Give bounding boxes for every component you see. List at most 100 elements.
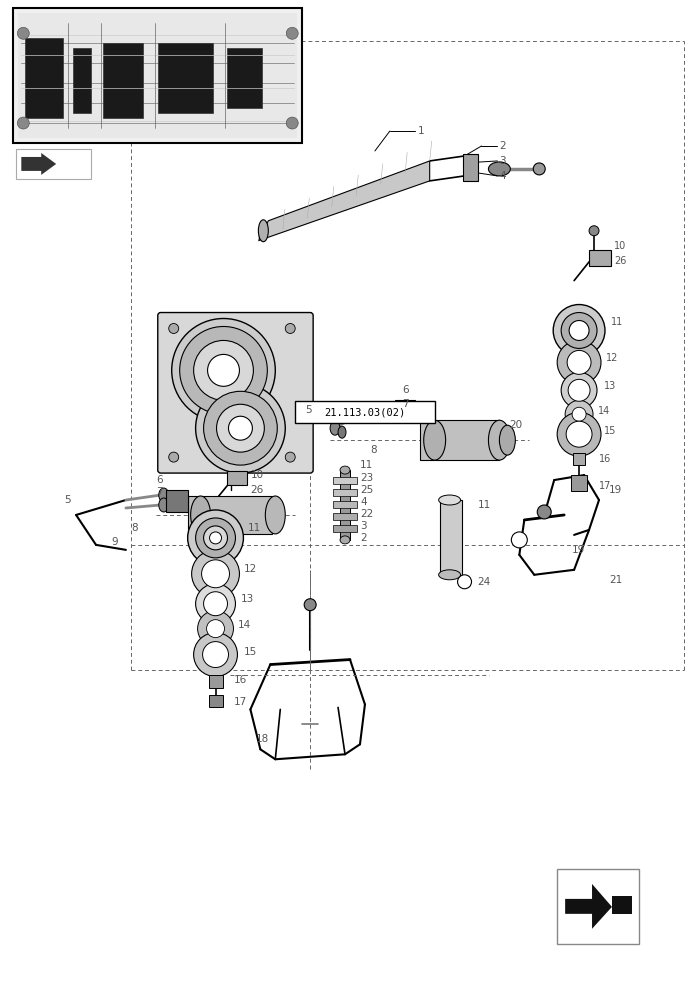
- Text: 5: 5: [64, 495, 71, 505]
- Text: 3: 3: [360, 521, 367, 531]
- Circle shape: [194, 633, 237, 677]
- Text: 10: 10: [251, 470, 263, 480]
- Circle shape: [458, 575, 472, 589]
- Ellipse shape: [340, 536, 350, 544]
- Ellipse shape: [258, 220, 268, 242]
- Ellipse shape: [533, 163, 545, 175]
- Bar: [333, 477, 357, 484]
- Circle shape: [188, 510, 244, 566]
- Text: 21.113.03(02): 21.113.03(02): [324, 407, 405, 417]
- Circle shape: [192, 550, 239, 598]
- Ellipse shape: [338, 426, 346, 438]
- Bar: [333, 489, 357, 496]
- Circle shape: [204, 526, 228, 550]
- Circle shape: [204, 592, 228, 616]
- Ellipse shape: [499, 425, 515, 455]
- Circle shape: [568, 379, 590, 401]
- Text: 24: 24: [477, 577, 491, 587]
- Ellipse shape: [190, 496, 211, 534]
- Bar: [228, 48, 262, 108]
- Ellipse shape: [159, 498, 169, 512]
- Text: 11: 11: [247, 523, 260, 533]
- Circle shape: [561, 313, 597, 348]
- Circle shape: [197, 611, 234, 647]
- Ellipse shape: [439, 570, 461, 580]
- Circle shape: [228, 416, 253, 440]
- Bar: [340, 470, 350, 540]
- Text: 2: 2: [499, 141, 506, 151]
- Circle shape: [304, 599, 316, 611]
- Circle shape: [286, 27, 298, 39]
- Ellipse shape: [424, 420, 446, 460]
- Circle shape: [195, 584, 235, 624]
- Bar: [18, 13, 297, 138]
- Circle shape: [557, 340, 601, 384]
- Circle shape: [286, 323, 295, 333]
- Text: 13: 13: [604, 381, 616, 391]
- Text: 16: 16: [234, 675, 246, 685]
- Text: 13: 13: [240, 594, 253, 604]
- Circle shape: [172, 319, 275, 422]
- Ellipse shape: [489, 162, 510, 176]
- Text: 12: 12: [606, 353, 618, 363]
- Bar: [16, 149, 91, 179]
- Text: 4: 4: [499, 171, 506, 181]
- FancyBboxPatch shape: [158, 313, 313, 473]
- Text: 1: 1: [418, 126, 424, 136]
- Text: 11: 11: [611, 317, 623, 327]
- Text: 14: 14: [598, 406, 610, 416]
- Circle shape: [569, 320, 589, 340]
- Circle shape: [538, 505, 551, 519]
- Circle shape: [208, 354, 239, 386]
- Text: 19: 19: [572, 545, 585, 555]
- Bar: [295, 401, 435, 423]
- Text: 21: 21: [609, 575, 622, 585]
- Text: 17: 17: [599, 481, 611, 491]
- Circle shape: [589, 226, 599, 236]
- Circle shape: [18, 27, 29, 39]
- Bar: [440, 500, 461, 575]
- Bar: [571, 475, 587, 491]
- Text: 20: 20: [510, 420, 522, 430]
- Circle shape: [572, 407, 586, 421]
- Text: 14: 14: [237, 620, 251, 630]
- Polygon shape: [258, 161, 430, 241]
- Circle shape: [194, 340, 253, 400]
- Text: 15: 15: [244, 647, 257, 657]
- Circle shape: [566, 421, 592, 447]
- Text: 6: 6: [156, 475, 162, 485]
- Circle shape: [204, 391, 277, 465]
- Bar: [103, 43, 143, 118]
- Text: 26: 26: [614, 256, 626, 266]
- Circle shape: [567, 350, 591, 374]
- Bar: [557, 869, 639, 944]
- Bar: [13, 8, 302, 143]
- Text: 25: 25: [360, 485, 373, 495]
- Text: 7: 7: [156, 487, 162, 497]
- Circle shape: [553, 305, 605, 356]
- Circle shape: [195, 383, 286, 473]
- Polygon shape: [21, 153, 56, 175]
- Text: 6: 6: [402, 385, 408, 395]
- Text: 15: 15: [604, 426, 617, 436]
- Polygon shape: [565, 884, 612, 929]
- Circle shape: [565, 400, 593, 428]
- Circle shape: [216, 404, 265, 452]
- Bar: [612, 896, 632, 914]
- Text: 12: 12: [244, 564, 257, 574]
- Bar: [333, 501, 357, 508]
- Bar: [573, 453, 585, 465]
- Text: 18: 18: [256, 734, 269, 744]
- Circle shape: [169, 323, 178, 333]
- Bar: [209, 695, 223, 707]
- Circle shape: [286, 117, 298, 129]
- Text: 2: 2: [360, 533, 367, 543]
- Text: 10: 10: [614, 241, 626, 251]
- Text: 16: 16: [599, 454, 611, 464]
- Text: 23: 23: [360, 473, 373, 483]
- Bar: [25, 38, 63, 118]
- Bar: [420, 420, 499, 460]
- Text: 17: 17: [234, 697, 246, 707]
- Text: 19: 19: [609, 485, 622, 495]
- Ellipse shape: [265, 496, 286, 534]
